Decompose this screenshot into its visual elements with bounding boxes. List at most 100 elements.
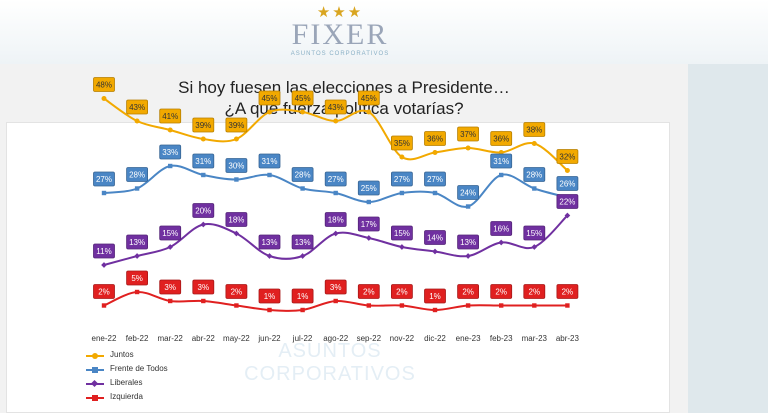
data-label: 28%: [129, 171, 145, 180]
data-label: 31%: [261, 157, 277, 166]
data-label-box: [93, 243, 115, 259]
x-tick-label: jul-22: [292, 334, 313, 343]
data-label: 45%: [261, 94, 277, 103]
data-label-box: [192, 279, 215, 295]
data-label: 2%: [562, 288, 574, 297]
data-label: 1%: [429, 292, 441, 301]
legend-item-liberales: Liberales: [86, 376, 168, 390]
data-label-box: [291, 90, 314, 106]
data-point-izquierda: [201, 298, 206, 304]
data-point-izquierda: [432, 307, 438, 313]
data-point-izquierda: [532, 303, 537, 308]
data-label: 1%: [264, 292, 276, 301]
data-label-box: [424, 230, 446, 245]
data-label: 41%: [162, 112, 178, 121]
data-point-izquierda: [333, 298, 338, 304]
data-label: 32%: [559, 153, 575, 162]
x-tick-label: ene-23: [456, 334, 481, 343]
data-point-frente-de-todos: [201, 172, 206, 178]
data-label: 35%: [394, 139, 410, 148]
data-point-liberales: [399, 244, 405, 250]
legend-label: Izquierda: [110, 392, 143, 401]
data-label: 36%: [427, 135, 443, 144]
data-label: 26%: [559, 180, 575, 189]
data-point-liberales: [299, 253, 306, 259]
data-label: 2%: [495, 288, 507, 297]
data-label: 31%: [493, 157, 509, 166]
x-tick-label: dic-22: [424, 334, 446, 343]
data-label: 39%: [195, 121, 211, 130]
x-tick-label: ago-22: [323, 334, 348, 343]
data-point-izquierda: [565, 303, 570, 308]
data-label-box: [159, 225, 182, 241]
data-point-juntos: [333, 118, 339, 124]
data-label: 2%: [231, 288, 243, 297]
data-label: 2%: [98, 288, 110, 297]
chart-area: [6, 122, 670, 413]
legend-label: Frente de Todos: [110, 364, 168, 373]
stars-icon: ★★★: [316, 4, 364, 21]
data-label: 13%: [261, 238, 277, 247]
data-label-box: [291, 167, 314, 182]
data-label-box: [457, 185, 480, 200]
data-label-box: [93, 77, 115, 92]
data-point-frente-de-todos: [134, 186, 140, 191]
data-label-box: [390, 171, 413, 187]
data-label: 27%: [96, 175, 112, 184]
data-label-box: [556, 176, 579, 191]
data-label: 37%: [460, 130, 476, 139]
data-label-box: [258, 90, 281, 106]
data-label-box: [490, 153, 513, 169]
data-label-box: [357, 216, 380, 232]
x-tick-label: sep-22: [357, 334, 382, 343]
data-point-liberales: [332, 230, 339, 237]
logo-word: FIXER: [291, 18, 389, 51]
diamond-marker-icon: [90, 379, 99, 388]
data-label: 17%: [361, 220, 377, 229]
data-point-izquierda: [465, 303, 471, 308]
x-tick-label: ene-22: [92, 334, 117, 343]
data-label-box: [258, 153, 281, 169]
data-label: 43%: [328, 103, 344, 112]
data-point-juntos: [564, 168, 570, 173]
data-label: 2%: [363, 288, 375, 297]
circle-marker-icon: [92, 353, 98, 359]
data-label-box: [126, 99, 148, 115]
data-point-izquierda: [366, 303, 371, 308]
data-label: 27%: [394, 175, 410, 184]
data-point-juntos: [366, 109, 372, 115]
data-label-box: [291, 234, 314, 250]
data-label: 11%: [96, 247, 111, 256]
data-label: 43%: [129, 103, 145, 112]
data-label: 15%: [394, 229, 410, 238]
data-point-juntos: [531, 141, 537, 146]
data-label-box: [159, 108, 182, 124]
data-label: 2%: [462, 288, 474, 297]
data-label-box: [424, 131, 446, 146]
data-label-box: [126, 167, 148, 182]
data-label-box: [556, 284, 579, 299]
data-label: 27%: [328, 175, 344, 184]
data-label: 2%: [529, 288, 541, 297]
data-label-box: [357, 90, 380, 106]
data-label-box: [258, 288, 281, 304]
data-label: 18%: [328, 216, 344, 225]
data-label: 2%: [396, 288, 408, 297]
data-point-izquierda: [101, 303, 107, 308]
data-point-juntos: [233, 136, 239, 142]
legend-item-frente-de-todos: Frente de Todos: [86, 362, 168, 376]
x-tick-label: feb-22: [126, 334, 149, 343]
data-point-liberales: [101, 262, 107, 268]
data-label-box: [424, 171, 446, 187]
data-label-box: [93, 171, 115, 187]
x-tick-label: abr-23: [556, 334, 580, 343]
data-point-izquierda: [134, 289, 140, 295]
x-tick-label: jun-22: [257, 334, 281, 343]
data-label: 13%: [129, 238, 145, 247]
data-label-box: [324, 212, 347, 227]
data-point-frente-de-todos: [168, 163, 173, 169]
header-band: [0, 0, 768, 64]
data-label-box: [390, 135, 413, 151]
data-point-juntos: [432, 150, 438, 155]
